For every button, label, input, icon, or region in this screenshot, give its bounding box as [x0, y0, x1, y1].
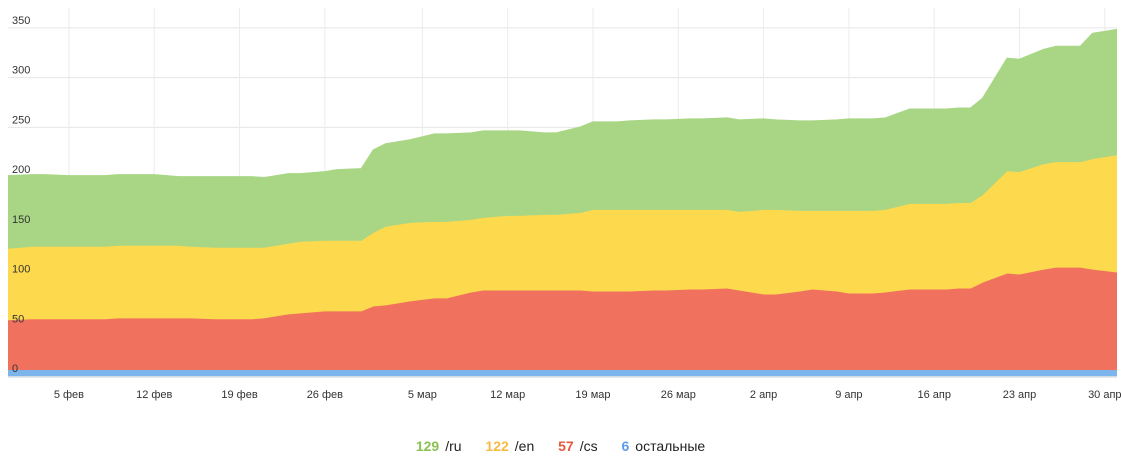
x-tick-label: 26 фев	[307, 389, 343, 401]
x-tick-label: 16 апр	[917, 389, 950, 401]
legend-item-en[interactable]: 122/en	[485, 438, 534, 454]
legend-label: /en	[514, 438, 535, 454]
y-tick-label: 250	[12, 114, 30, 126]
x-tick-label: 12 мар	[490, 389, 525, 401]
x-tick-label: 9 апр	[835, 389, 862, 401]
x-tick-label: 12 фев	[136, 389, 172, 401]
x-tick-label: 23 апр	[1003, 389, 1036, 401]
x-tick-label: 2 апр	[750, 389, 777, 401]
chart-legend: 129/ru 122/en 57/cs 6 остальные	[0, 438, 1121, 454]
series-area-ru[interactable]	[8, 29, 1117, 249]
x-tick-label: 30 апр	[1088, 389, 1121, 401]
chart-series-areas	[7, 28, 1118, 376]
x-tick-label: 5 фев	[54, 389, 84, 401]
x-tick-label: 19 мар	[575, 389, 610, 401]
series-area-en[interactable]	[8, 155, 1117, 321]
y-tick-label: 300	[12, 65, 30, 77]
y-tick-label: 50	[12, 313, 24, 325]
y-tick-label: 350	[12, 15, 30, 27]
legend-label: /cs	[579, 438, 598, 454]
x-tick-label: 26 мар	[661, 389, 696, 401]
legend-item-ru[interactable]: 129/ru	[416, 438, 462, 454]
legend-value: 57	[558, 438, 574, 454]
legend-item-other[interactable]: 6 остальные	[622, 438, 706, 454]
legend-label: остальные	[635, 438, 706, 454]
legend-label: /ru	[445, 438, 462, 454]
series-area-cs[interactable]	[8, 267, 1117, 371]
x-axis: 5 фев 12 фев 19 фев 26 фев 5 мар 12 мар 19 мар…	[8, 376, 1121, 401]
y-tick-label: 200	[12, 164, 30, 176]
legend-value: 122	[485, 438, 509, 454]
area-chart: 0 50 100 150 200 250 300 350 5 фев 12 фев 19 фев 2…	[7, 8, 1121, 401]
series-line-ru	[7, 28, 1118, 180]
y-axis: 0 50 100 150 200 250 300 350	[12, 15, 30, 375]
y-tick-label: 150	[12, 214, 30, 226]
x-tick-label: 5 мар	[408, 389, 437, 401]
legend-value: 129	[415, 438, 440, 454]
x-tick-label: 19 фев	[221, 389, 257, 401]
y-tick-label: 100	[12, 264, 30, 276]
legend-item-cs[interactable]: 57/cs	[558, 438, 597, 454]
y-tick-label: 0	[12, 363, 18, 375]
legend-value: 6	[621, 438, 630, 454]
series-area-other[interactable]	[8, 370, 1117, 376]
